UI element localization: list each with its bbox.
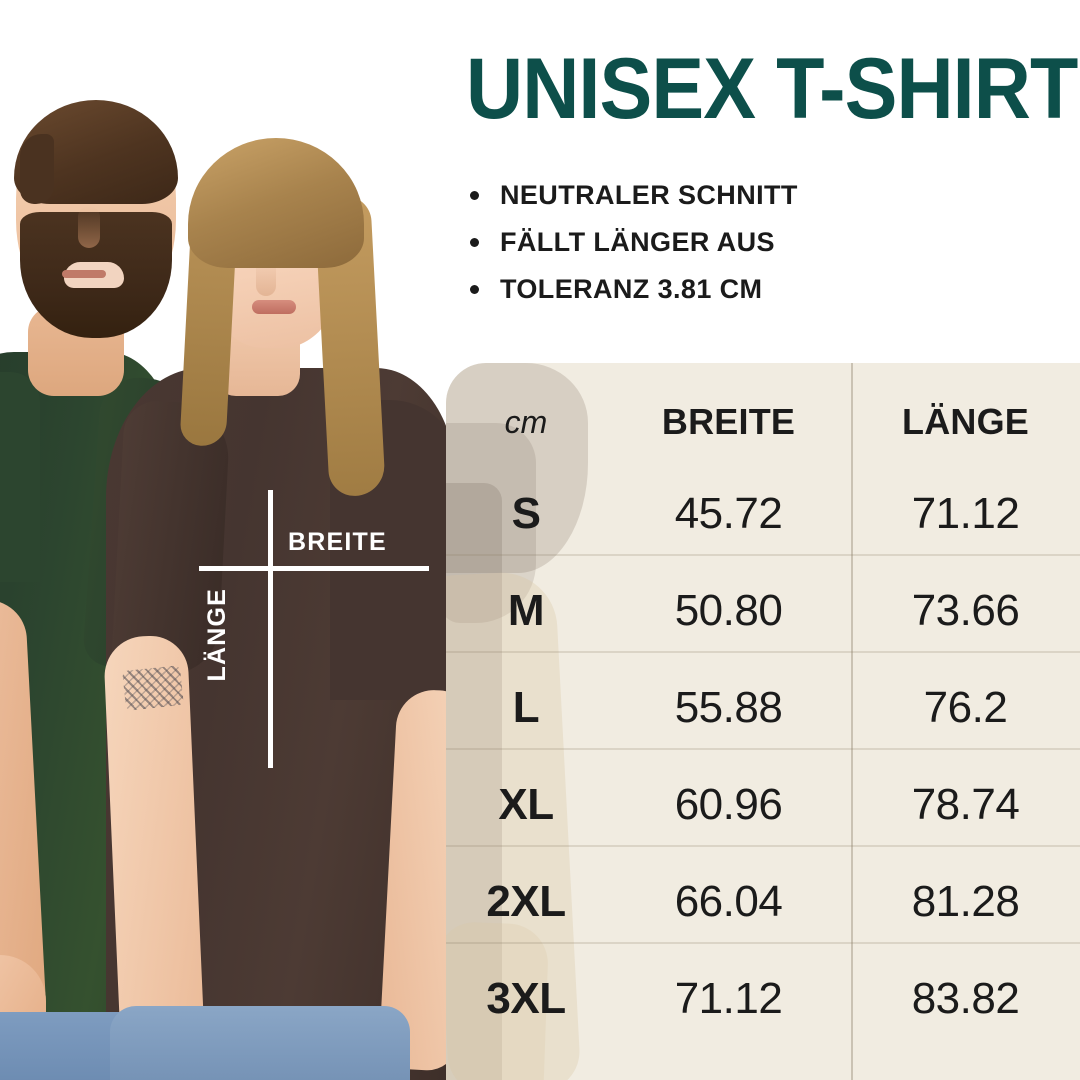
size-table: cm BREITE LÄNGE S 45.72 71.12 M 50.80 73… [446, 363, 1080, 1080]
table-row: XL 60.96 78.74 [446, 764, 1080, 846]
female-model-tattoo [122, 665, 184, 711]
length-measure-line [268, 490, 273, 768]
column-divider [851, 363, 853, 1080]
row-divider [446, 942, 1080, 944]
column-header-unit: cm [504, 403, 548, 440]
row-divider [446, 748, 1080, 750]
bullet-icon [470, 191, 479, 200]
table-row: L 55.88 76.2 [446, 667, 1080, 749]
cell-breite: 50.80 [674, 586, 783, 635]
bullet-icon [470, 238, 479, 247]
cell-size: S [511, 489, 541, 538]
feature-label: FÄLLT LÄNGER AUS [500, 227, 775, 257]
column-header-laenge: LÄNGE [902, 401, 1029, 442]
cell-laenge: 76.2 [923, 683, 1008, 732]
cell-size: 3XL [486, 974, 566, 1023]
feature-label: TOLERANZ 3.81 CM [500, 274, 763, 304]
row-divider [446, 554, 1080, 556]
list-item: FÄLLT LÄNGER AUS [464, 227, 798, 258]
cell-laenge: 78.74 [911, 780, 1020, 829]
female-model-lips [252, 300, 296, 314]
cell-laenge: 81.28 [911, 877, 1020, 926]
table-header-row: cm BREITE LÄNGE [446, 391, 1080, 453]
table-row: M 50.80 73.66 [446, 570, 1080, 652]
row-divider [446, 845, 1080, 847]
row-divider [446, 651, 1080, 653]
cell-laenge: 83.82 [911, 974, 1020, 1023]
list-item: NEUTRALER SCHNITT [464, 180, 798, 211]
table-row: 3XL 71.12 83.82 [446, 958, 1080, 1040]
cell-breite: 71.12 [674, 974, 783, 1023]
cell-breite: 45.72 [674, 489, 783, 538]
male-model-jeans [0, 1012, 130, 1080]
page-title: UNISEX T-SHIRT [466, 41, 1078, 137]
feature-list: NEUTRALER SCHNITT FÄLLT LÄNGER AUS TOLER… [464, 180, 798, 321]
feature-label: NEUTRALER SCHNITT [500, 180, 798, 210]
cell-laenge: 71.12 [911, 489, 1020, 538]
cell-size: M [507, 586, 545, 635]
column-header-breite: BREITE [661, 401, 796, 442]
table-row: 2XL 66.04 81.28 [446, 861, 1080, 943]
cell-breite: 55.88 [674, 683, 783, 732]
cell-laenge: 73.66 [911, 586, 1020, 635]
bullet-icon [470, 285, 479, 294]
list-item: TOLERANZ 3.81 CM [464, 274, 798, 305]
cell-size: XL [498, 780, 554, 829]
model-photo: BREITE LÄNGE [0, 0, 446, 1080]
male-model-shoulder [0, 372, 40, 582]
length-measure-label: LÄNGE [203, 588, 231, 682]
female-model-hair-top [188, 138, 364, 268]
cell-breite: 60.96 [674, 780, 783, 829]
male-model-nose [78, 206, 100, 248]
table-row: S 45.72 71.12 [446, 473, 1080, 555]
cell-size: 2XL [486, 877, 566, 926]
cell-breite: 66.04 [674, 877, 783, 926]
size-table-panel: cm BREITE LÄNGE S 45.72 71.12 M 50.80 73… [446, 363, 1080, 1080]
cell-size: L [512, 683, 540, 732]
width-measure-label: BREITE [288, 528, 387, 556]
female-model-jeans [110, 1006, 410, 1080]
width-measure-line [199, 566, 429, 571]
male-model-lips [62, 270, 106, 278]
